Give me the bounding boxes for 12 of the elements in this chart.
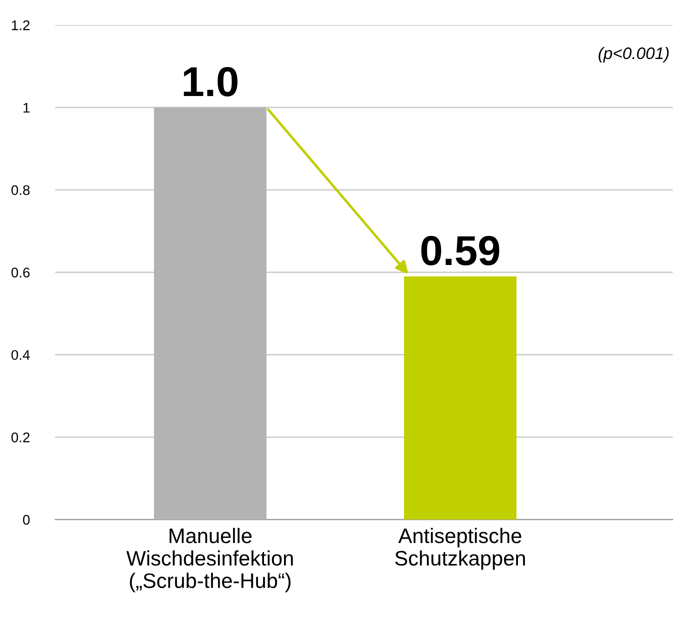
y-tick-label: 1.2: [12, 20, 30, 30]
y-tick-label: 0.6: [11, 268, 30, 278]
y-tick-label: 0.4: [11, 350, 30, 360]
y-tick-label: 0.8: [11, 185, 30, 196]
y-tick-label: 1: [24, 102, 30, 112]
x-tick-label: Antiseptische Schutzkappen: [395, 528, 525, 570]
y-tick-label: 0.2: [11, 432, 30, 442]
data-label: 1.0: [184, 66, 238, 96]
x-tick-label: Manuelle Wischdesinfektion („Scrub-the-Hub“): [126, 528, 293, 592]
data-label: 0.59: [421, 236, 500, 266]
annotation: (p<0.001): [598, 46, 669, 62]
y-tick-label: 0: [23, 514, 30, 525]
